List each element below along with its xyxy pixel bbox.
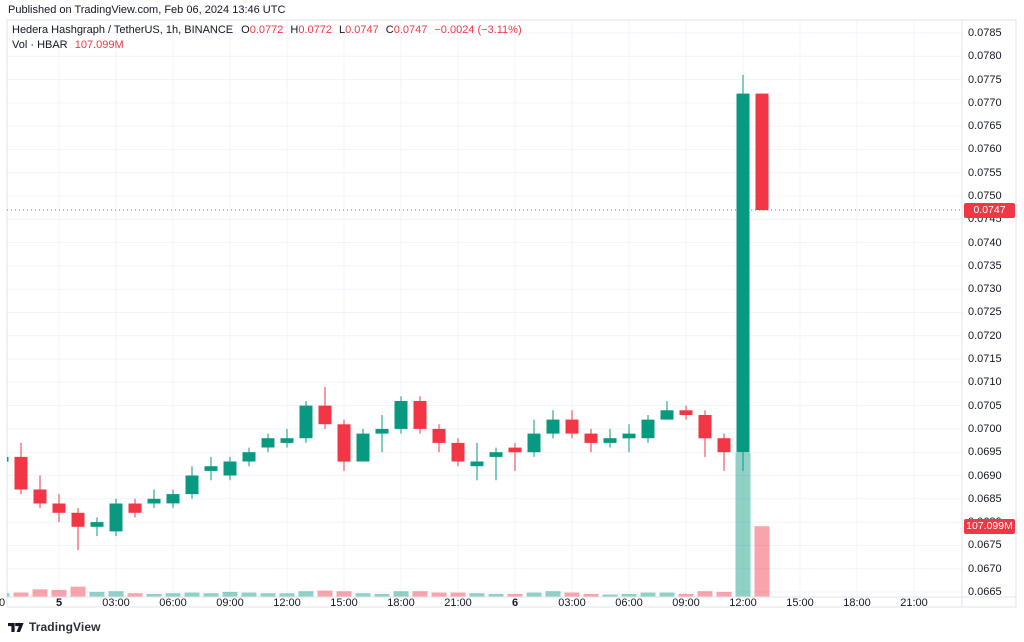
volume-label: Vol · HBAR [12, 39, 68, 51]
time-axis-label: 06:00 [615, 597, 643, 609]
price-axis-label: 0.0730 [968, 283, 1002, 296]
time-axis-label: 6 [511, 597, 519, 609]
time-axis-label: 12:00 [729, 597, 757, 609]
price-axis-label: 0.0740 [968, 236, 1002, 249]
time-axis-label: 12:00 [273, 597, 301, 609]
volume-layer [7, 452, 770, 597]
symbol-title: Hedera Hashgraph / TetherUS, 1h, BINANCE [12, 24, 234, 36]
time-axis-label: 15:00 [330, 597, 358, 609]
time-axis-label: 0 [0, 597, 6, 609]
price-axis-label: 0.0735 [968, 259, 1002, 272]
published-line: Published on TradingView.com, Feb 06, 20… [8, 4, 286, 16]
time-axis-label: 09:00 [216, 597, 244, 609]
price-axis-label: 0.0685 [968, 492, 1002, 505]
price-axis-label: 0.0690 [968, 469, 1002, 482]
time-axis-label: 15:00 [786, 597, 814, 609]
tradingview-logo-icon [8, 622, 24, 632]
price-axis-label: 0.0665 [968, 585, 1002, 598]
ohlc-high: H0.0772 [290, 24, 332, 36]
time-axis-label: 09:00 [672, 597, 700, 609]
price-axis-label: 0.0675 [968, 539, 1002, 552]
time-axis-label: 06:00 [159, 597, 187, 609]
time-axis-label: 03:00 [102, 597, 130, 609]
price-axis-label: 0.0725 [968, 306, 1002, 319]
tradingview-brand-text: TradingView [29, 620, 101, 634]
price-axis-label: 0.0670 [968, 562, 1002, 575]
frame-border [6, 19, 1017, 608]
price-axis-label: 0.0780 [968, 50, 1002, 63]
price-axis-label: 0.0760 [968, 143, 1002, 156]
price-axis-label: 0.0710 [968, 376, 1002, 389]
price-axis-label: 0.0715 [968, 353, 1002, 366]
time-axis-label: 21:00 [900, 597, 928, 609]
price-axis-label: 0.0755 [968, 166, 1002, 179]
price-axis-label: 0.0695 [968, 446, 1002, 459]
price-axis-label: 0.0705 [968, 399, 1002, 412]
price-axis-label: 0.0770 [968, 96, 1002, 109]
price-axis-label: 0.0720 [968, 329, 1002, 342]
last-price-badge: 0.0747 [964, 203, 1015, 218]
grid-layer [7, 20, 962, 597]
change-value: −0.0024 (−3.11%) [434, 24, 522, 36]
legend-symbol-row: Hedera Hashgraph / TetherUS, 1h, BINANCE… [12, 24, 522, 37]
price-axis-label: 0.0765 [968, 120, 1002, 133]
legend-volume-row: Vol · HBAR 107.099M [12, 39, 522, 52]
time-axis-label: 03:00 [558, 597, 586, 609]
ohlc-close: C0.0747 [385, 24, 428, 36]
price-axis-label: 0.0750 [968, 190, 1002, 203]
price-axis-label: 0.0700 [968, 422, 1002, 435]
ohlc-open: O0.0772 [241, 24, 284, 36]
ohlc-low: L0.0747 [338, 24, 379, 36]
tradingview-footer[interactable]: TradingView [8, 620, 101, 634]
price-axis-label: 0.0775 [968, 73, 1002, 86]
price-axis-label: 0.0785 [968, 27, 1002, 39]
time-axis-label: 18:00 [387, 597, 415, 609]
time-axis[interactable]: 0 5 03:00 06:00 09:00 12:00 15:00 18:00 21:00 6 03… [0, 596, 1024, 610]
chart-legend: Hedera Hashgraph / TetherUS, 1h, BINANCE… [12, 24, 522, 52]
price-axis[interactable]: 0.0785 0.0780 0.0775 0.0770 0.0765 0.0760 0.07… [963, 20, 1016, 607]
last-volume-badge: 107.099M [964, 519, 1015, 534]
volume-value: 107.099M [74, 39, 124, 51]
candles-layer [7, 74, 769, 550]
time-axis-label: 21:00 [444, 597, 472, 609]
time-axis-label: 5 [55, 597, 63, 609]
time-axis-label: 18:00 [843, 597, 871, 609]
